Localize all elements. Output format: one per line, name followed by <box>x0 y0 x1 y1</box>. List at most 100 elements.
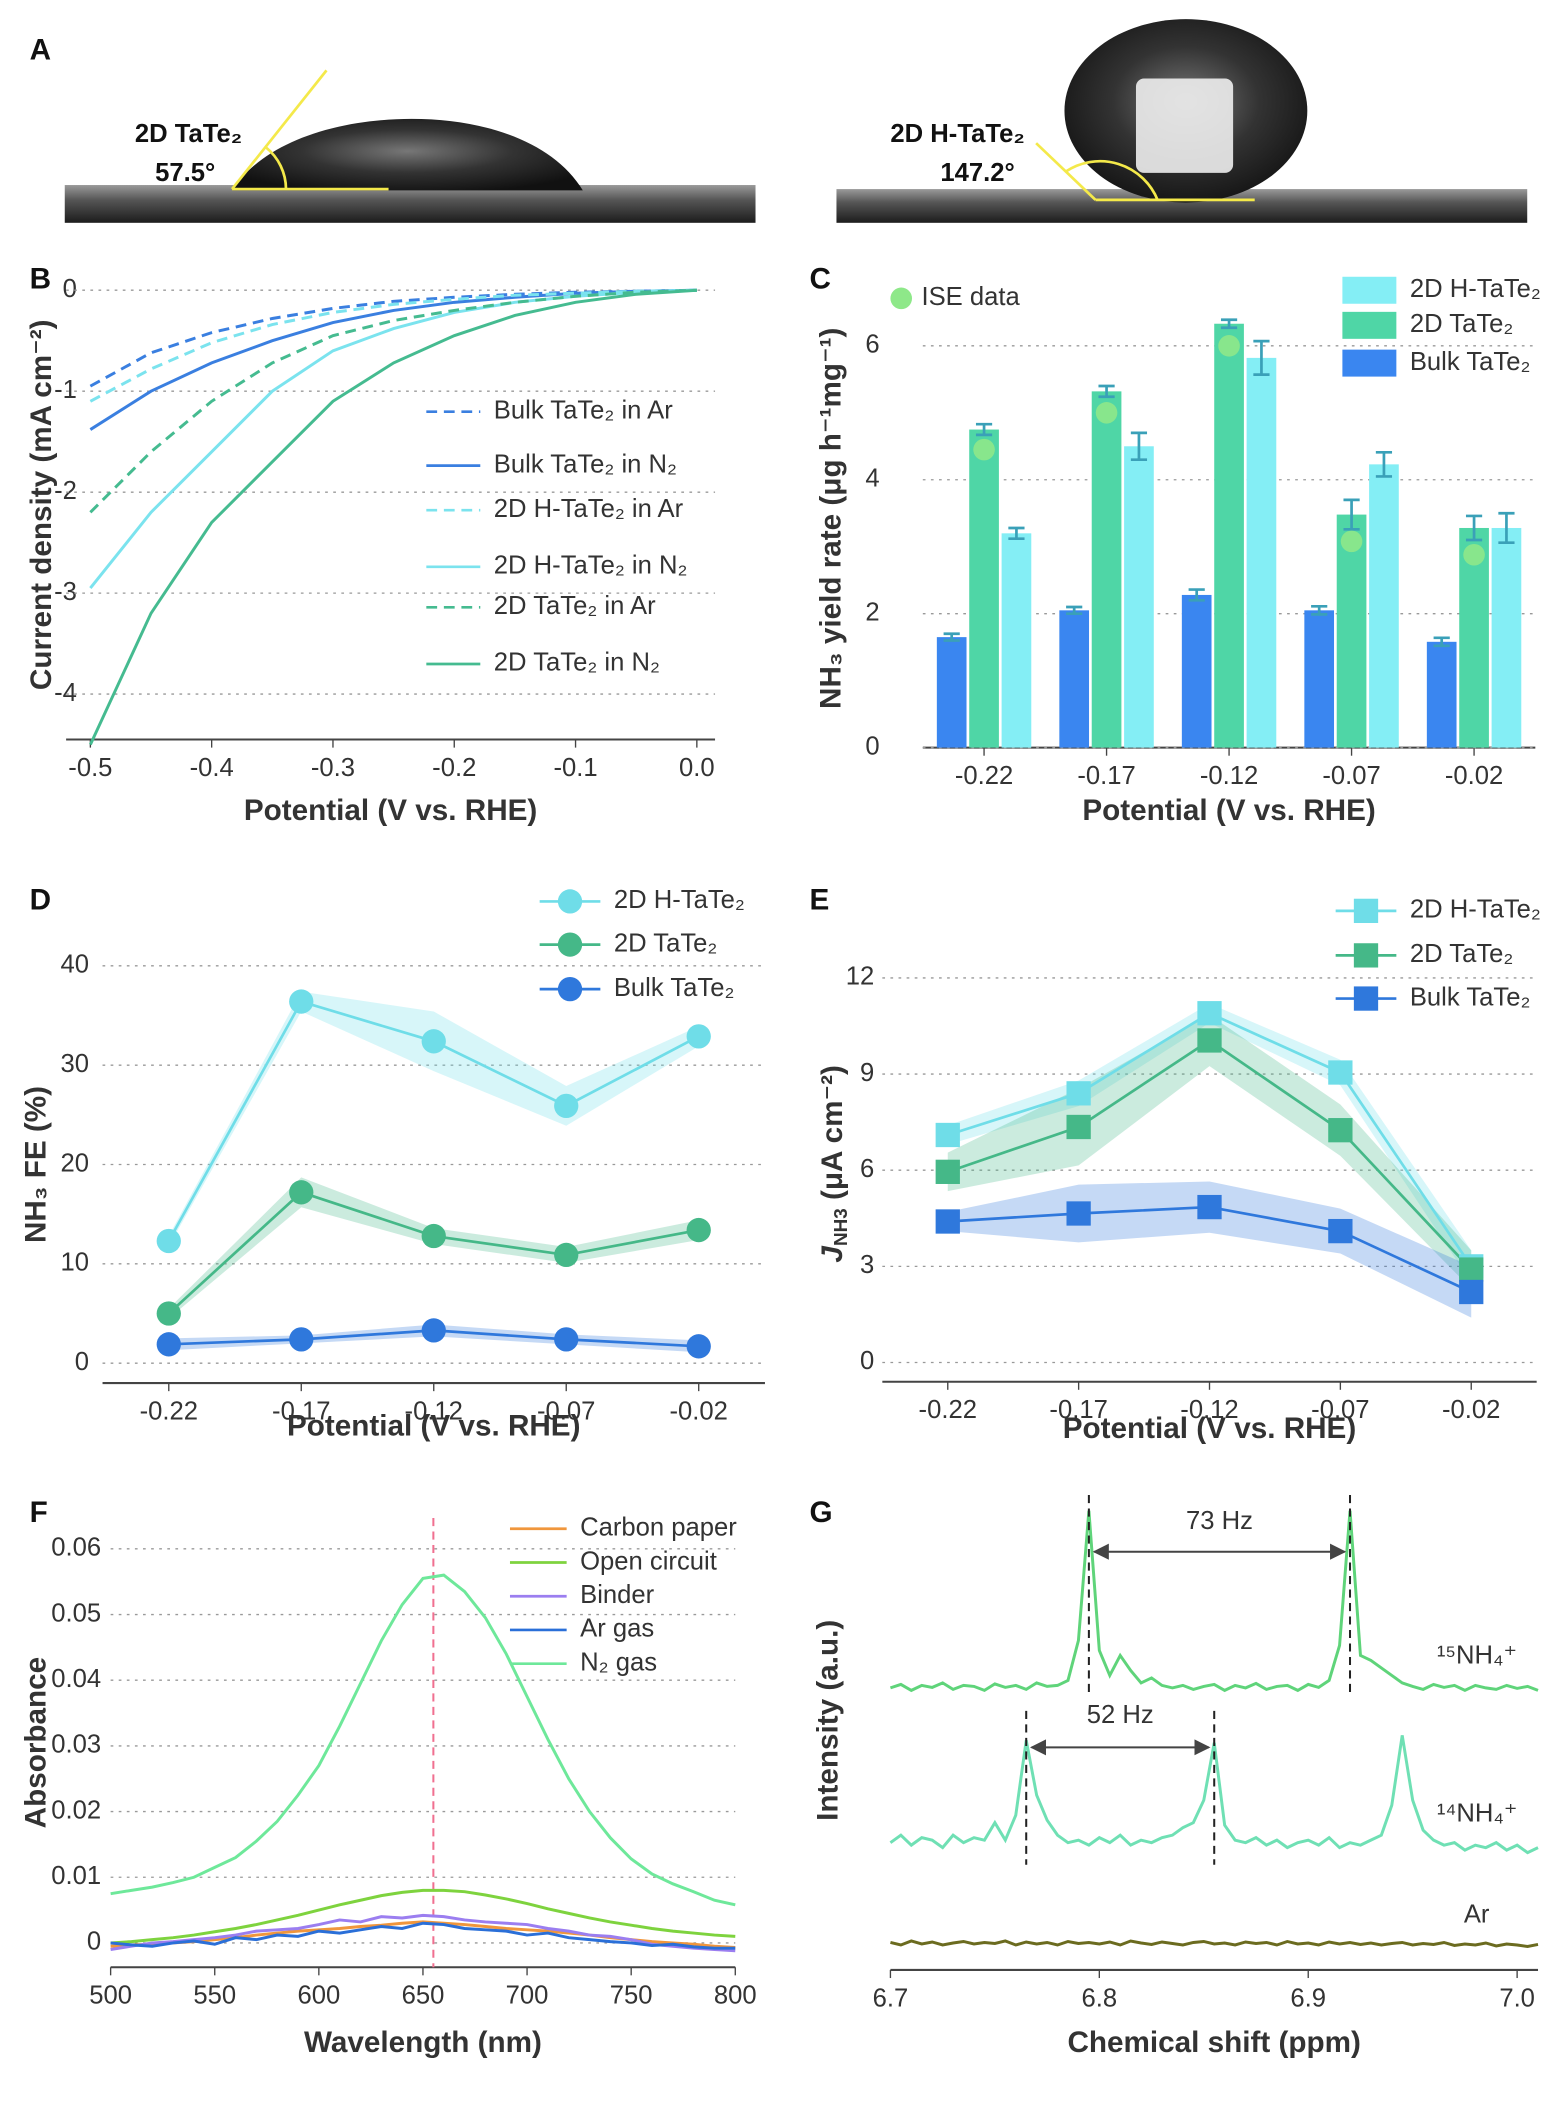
x-axis-label: Potential (V vs. RHE) <box>244 794 537 827</box>
error-bar <box>1008 526 1025 541</box>
y-tick-label: 0.03 <box>51 1731 101 1759</box>
marker <box>289 1180 314 1205</box>
x-axis-label: Potential (V vs. RHE) <box>1063 1412 1356 1445</box>
x-tick-label: -0.02 <box>670 1398 728 1426</box>
y-tick-label: 0.04 <box>51 1665 101 1693</box>
marker <box>1328 1118 1353 1143</box>
error-bar <box>975 422 993 437</box>
x-tick-label: 7.0 <box>1499 1984 1535 2012</box>
y-tick-label: 0 <box>860 1347 874 1375</box>
x-axis-label: Wavelength (nm) <box>304 2026 542 2059</box>
panel-label: G <box>809 1496 832 1529</box>
contact-angle: 57.5° <box>155 159 215 187</box>
y-tick-label: 20 <box>61 1149 90 1177</box>
series-line <box>110 1573 736 1907</box>
x-tick-label: 0.0 <box>679 754 715 782</box>
marker <box>1459 1279 1484 1305</box>
x-tick-label: -0.3 <box>311 754 355 782</box>
marker <box>1197 1194 1222 1220</box>
y-tick-label: -1 <box>54 376 77 404</box>
bar <box>1181 594 1212 748</box>
y-tick-label: 3 <box>860 1251 874 1279</box>
x-tick-label: -0.12 <box>405 1398 463 1426</box>
point <box>1095 402 1118 424</box>
marker <box>1328 1218 1353 1244</box>
x-axis-label: Potential (V vs. RHE) <box>287 1409 580 1442</box>
series-line <box>890 1939 1539 1948</box>
y-tick-label: -4 <box>54 679 77 707</box>
error-bar <box>1098 384 1115 399</box>
y-tick-label: 0 <box>865 732 879 760</box>
x-tick-label: 500 <box>89 1982 132 2010</box>
error-bar <box>1343 498 1360 531</box>
chart: -0.22 -0.17 -0.12 -0.07 -0.02 0 10 20 30 40 Potent… <box>20 886 765 1442</box>
marker <box>935 1122 960 1148</box>
chart: -0.22 -0.17 -0.12 -0.07 -0.02 0 2 4 6 Potential (… <box>814 275 1541 827</box>
series-label: ¹⁵NH₄⁺ <box>1437 1642 1517 1670</box>
bar <box>1369 464 1399 748</box>
error-bar <box>1253 339 1270 376</box>
bar <box>936 637 967 748</box>
y-tick-label: 0.02 <box>51 1796 101 1824</box>
chart: -0.22 -0.17 -0.12 -0.07 -0.02 0 3 6 9 12 Potential… <box>816 896 1541 1445</box>
error-bar <box>1220 318 1238 330</box>
panel-label: F <box>30 1496 48 1529</box>
point <box>973 438 995 461</box>
y-label-symbol: J <box>816 1245 849 1263</box>
point <box>1218 335 1240 357</box>
x-tick-label: -0.12 <box>1180 1396 1238 1424</box>
marker <box>557 976 583 1002</box>
legend-label: Open circuit <box>580 1547 717 1575</box>
legend-label: 2D TaTe₂ <box>614 929 717 957</box>
x-tick-label: -0.07 <box>1311 1396 1369 1424</box>
y-tick-label: 10 <box>61 1249 90 1277</box>
series-line <box>89 288 697 388</box>
x-tick-label: 750 <box>610 1982 653 2010</box>
x-tick-label: -0.5 <box>68 754 112 782</box>
splitting-label: 52 Hz <box>1087 1701 1154 1729</box>
marker <box>1459 1257 1484 1282</box>
y-tick-label: 0.05 <box>51 1599 101 1627</box>
y-axis-label: Intensity (a.u.) <box>812 1620 845 1821</box>
marker <box>686 1334 711 1359</box>
y-tick-label: 0 <box>63 275 77 303</box>
x-tick-label: -0.07 <box>537 1398 595 1426</box>
marker <box>935 1209 960 1234</box>
legend-label: 2D TaTe₂ in N₂ <box>494 649 660 677</box>
panel-label: E <box>809 883 829 916</box>
marker <box>554 1327 579 1352</box>
marker <box>421 1029 446 1054</box>
marker <box>935 1159 960 1184</box>
y-axis-label: NH₃ FE (%) <box>20 1086 53 1243</box>
marker <box>1066 1081 1091 1106</box>
bar <box>969 429 999 748</box>
marker <box>686 1024 711 1049</box>
bar <box>1001 533 1032 748</box>
bar <box>1091 391 1122 748</box>
marker <box>156 1228 181 1254</box>
bar <box>1426 641 1457 748</box>
legend-label: 2D H-TaTe₂ in N₂ <box>494 552 688 580</box>
bar <box>1246 357 1277 748</box>
legend-swatch <box>890 287 913 310</box>
legend-label: 2D H-TaTe₂ <box>1410 275 1541 303</box>
y-tick-label: -2 <box>54 477 77 505</box>
legend-label: Bulk TaTe₂ in N₂ <box>494 450 677 478</box>
x-tick-label: -0.22 <box>955 762 1013 790</box>
point <box>1463 543 1485 566</box>
x-tick-label: -0.1 <box>553 754 597 782</box>
legend-label: 2D TaTe₂ in Ar <box>494 592 656 620</box>
legend-label: Bulk TaTe₂ <box>1410 983 1531 1011</box>
legend-label: 2D TaTe₂ <box>1410 310 1514 338</box>
y-tick-label: 40 <box>61 951 90 979</box>
x-tick-label: -0.02 <box>1445 762 1503 790</box>
series-label: ¹⁴NH₄⁺ <box>1437 1800 1518 1828</box>
series-line <box>89 288 697 431</box>
y-tick-label: 4 <box>865 465 879 493</box>
error-bar <box>1433 636 1450 648</box>
marker <box>1197 1028 1222 1053</box>
bar <box>1059 610 1090 748</box>
contact-angle: 147.2° <box>940 159 1014 187</box>
x-tick-label: 6.8 <box>1082 1984 1118 2012</box>
